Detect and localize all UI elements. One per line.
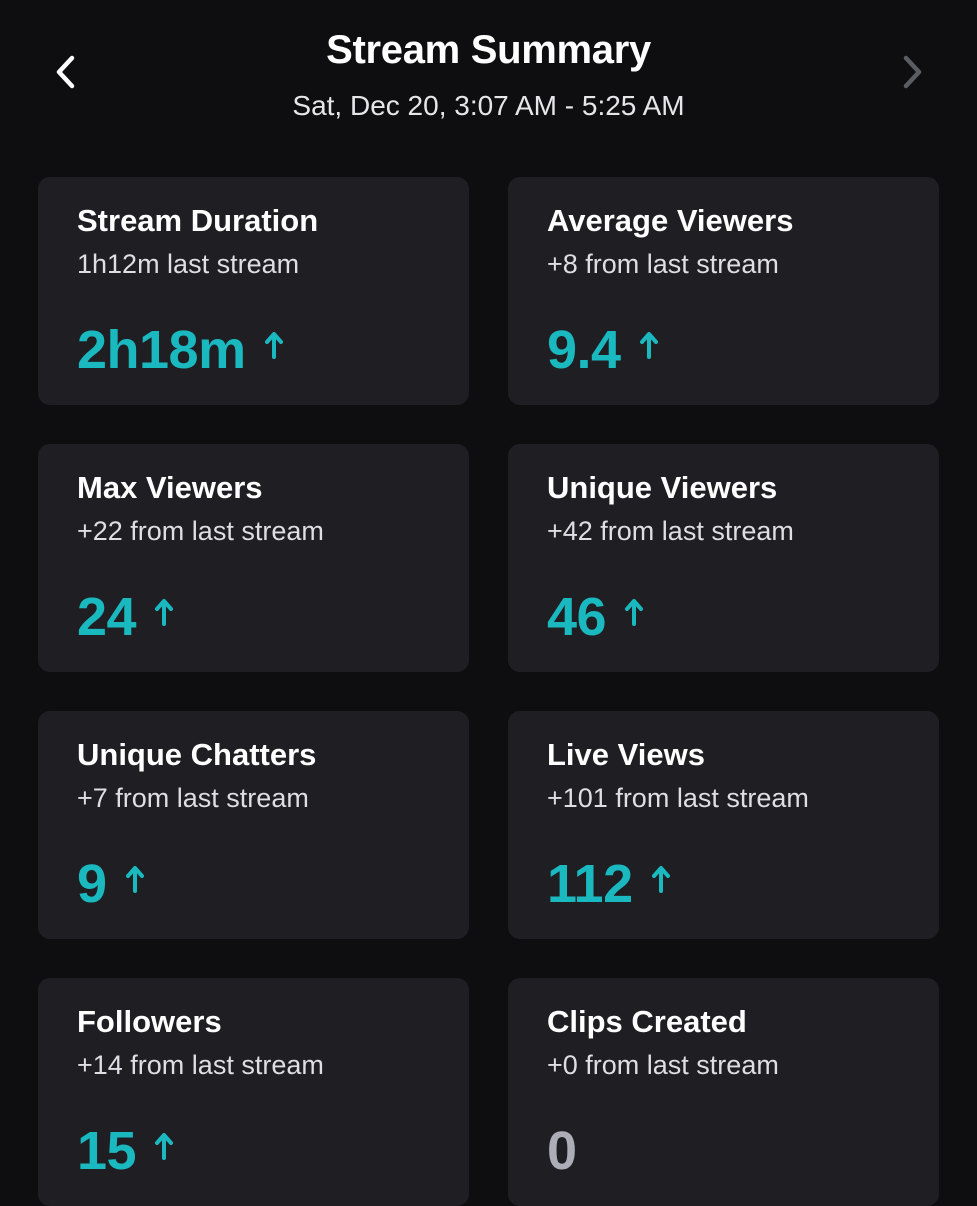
chevron-right-icon [903,55,922,89]
chevron-left-icon [56,55,75,89]
stat-comparison: +14 from last stream [77,1050,324,1080]
stat-card-followers[interactable]: Followers +14 from last stream 15 [38,978,469,1206]
stat-comparison: 1h12m last stream [77,249,300,279]
stream-time-range: Sat, Dec 20, 3:07 AM - 5:25 AM [292,90,685,121]
stat-title: Stream Duration [77,203,319,238]
stats-grid: Stream Duration 1h12m last stream 2h18m … [38,177,939,1206]
stat-value: 15 [77,1121,137,1181]
stat-title: Live Views [547,737,705,772]
stat-comparison: +101 from last stream [547,783,809,813]
header: Stream Summary Sat, Dec 20, 3:07 AM - 5:… [0,0,977,150]
stat-card-stream-duration[interactable]: Stream Duration 1h12m last stream 2h18m [38,177,469,405]
stat-comparison: +22 from last stream [77,516,324,546]
stat-card-unique-viewers[interactable]: Unique Viewers +42 from last stream 46 [508,444,939,672]
stat-comparison: +0 from last stream [547,1050,779,1080]
stat-card-max-viewers[interactable]: Max Viewers +22 from last stream 24 [38,444,469,672]
arrow-up-icon [152,1131,176,1161]
stat-value: 9 [77,854,107,914]
stat-title: Followers [77,1004,222,1039]
stat-value: 112 [547,854,633,914]
arrow-up-icon [262,330,286,360]
stat-title: Clips Created [547,1004,747,1039]
stat-card-unique-chatters[interactable]: Unique Chatters +7 from last stream 9 [38,711,469,939]
stat-value: 2h18m [77,320,246,380]
arrow-up-icon [123,864,147,894]
stat-card-live-views[interactable]: Live Views +101 from last stream 112 [508,711,939,939]
stat-card-average-viewers[interactable]: Average Viewers +8 from last stream 9.4 [508,177,939,405]
stat-card-clips-created[interactable]: Clips Created +0 from last stream 0 [508,978,939,1206]
back-button[interactable] [42,48,90,96]
stat-comparison: +8 from last stream [547,249,779,279]
stat-value: 24 [77,587,137,647]
stat-title: Unique Viewers [547,470,778,505]
stat-title: Average Viewers [547,203,794,238]
stat-title: Max Viewers [77,470,263,505]
forward-button[interactable] [888,48,936,96]
stat-value: 46 [547,587,607,647]
page-title: Stream Summary [326,28,651,72]
stat-value: 0 [547,1121,577,1181]
arrow-up-icon [622,597,646,627]
arrow-up-icon [152,597,176,627]
stat-comparison: +42 from last stream [547,516,794,546]
stat-value: 9.4 [547,320,621,380]
stat-title: Unique Chatters [77,737,317,772]
stat-comparison: +7 from last stream [77,783,309,813]
arrow-up-icon [637,330,661,360]
arrow-up-icon [649,864,673,894]
